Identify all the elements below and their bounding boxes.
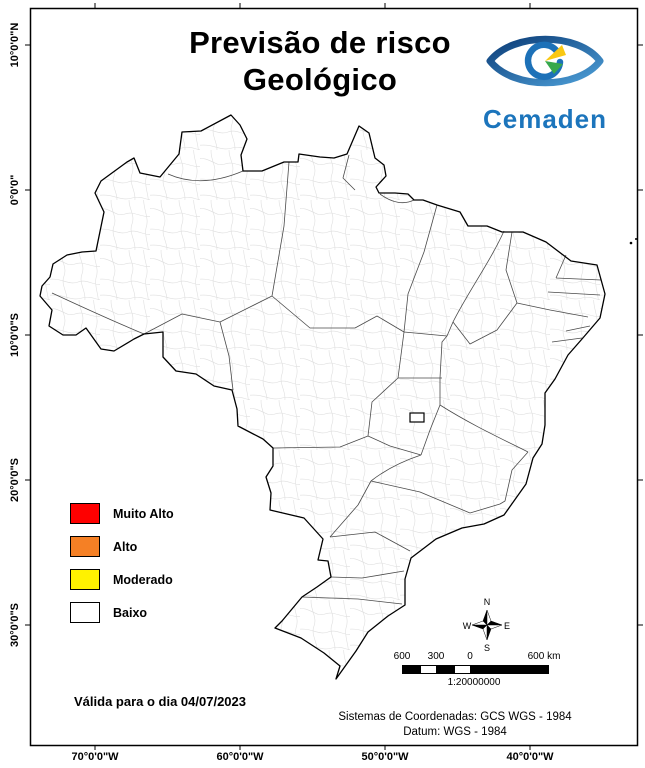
page-title: Previsão de risco Geológico [100, 24, 540, 98]
scale-label-0: 0 [467, 651, 473, 662]
lat-label-10s: 10°0'0"S [9, 312, 21, 358]
scale-ratio: 1:20000000 [447, 677, 501, 688]
state-borders [51, 154, 602, 605]
legend-row-moderado: Moderado [70, 569, 174, 590]
legend-label-baixo: Baixo [113, 605, 148, 620]
brazil-outline [39, 114, 606, 680]
lat-label-30s: 30°0'0"S [9, 602, 21, 648]
scale-bar: 600 300 0 600 km 1:20000000 [390, 651, 575, 693]
cemaden-wordmark: Cemaden [482, 104, 608, 134]
cemaden-eye-icon [486, 35, 604, 87]
scale-label-600-km: 600 km [527, 651, 561, 662]
lat-label-20s: 20°0'0"S [9, 457, 21, 503]
legend-label-muito-alto: Muito Alto [113, 506, 174, 521]
compass-rose: N W E S [463, 597, 510, 652]
legend-swatch-baixo [70, 602, 100, 623]
risk-legend: Muito Alto Alto Moderado Baixo [70, 503, 174, 635]
df-rectangle [409, 412, 425, 423]
legend-row-muito-alto: Muito Alto [70, 503, 174, 524]
validity-date: Válida para o dia 04/07/2023 [74, 694, 246, 709]
island-dot [635, 238, 637, 240]
coordinate-system-note: Sistemas de Coordenadas: GCS WGS - 1984 … [320, 710, 590, 740]
legend-swatch-alto [70, 536, 100, 557]
compass-star-icon [471, 609, 503, 641]
lon-label-50w: 50°0'0"W [361, 751, 409, 763]
compass-w-label: W [463, 621, 472, 631]
title-line-2: Geológico [242, 62, 398, 97]
compass-s-label: S [484, 643, 490, 652]
compass-n-label: N [484, 597, 491, 607]
scale-bar-blocks [402, 665, 549, 674]
eye-green [545, 61, 563, 74]
legend-row-alto: Alto [70, 536, 174, 557]
legend-label-moderado: Moderado [113, 572, 173, 587]
legend-swatch-moderado [70, 569, 100, 590]
legend-swatch-muito-alto [70, 503, 100, 524]
eye-yellow [545, 45, 566, 61]
legend-row-baixo: Baixo [70, 602, 174, 623]
lat-label-10n: 10°0'0"N [9, 22, 21, 68]
island-dot [629, 241, 633, 245]
map-frame-border [29, 7, 639, 747]
lat-label-0: 0°0'0" [9, 174, 21, 206]
graticule-ticks [25, 3, 643, 750]
lon-label-60w: 60°0'0"W [216, 751, 264, 763]
title-line-1: Previsão de risco [189, 25, 451, 60]
datum-line: Datum: WGS - 1984 [403, 726, 507, 738]
legend-label-alto: Alto [113, 539, 138, 554]
cemaden-logo: Cemaden [482, 24, 608, 135]
scale-label-300: 300 [427, 651, 445, 662]
compass-e-label: E [504, 621, 510, 631]
lon-label-70w: 70°0'0"W [71, 751, 119, 763]
scale-label-600-left: 600 [393, 651, 411, 662]
lon-label-40w: 40°0'0"W [506, 751, 554, 763]
coordinate-system-line: Sistemas de Coordenadas: GCS WGS - 1984 [338, 711, 572, 723]
